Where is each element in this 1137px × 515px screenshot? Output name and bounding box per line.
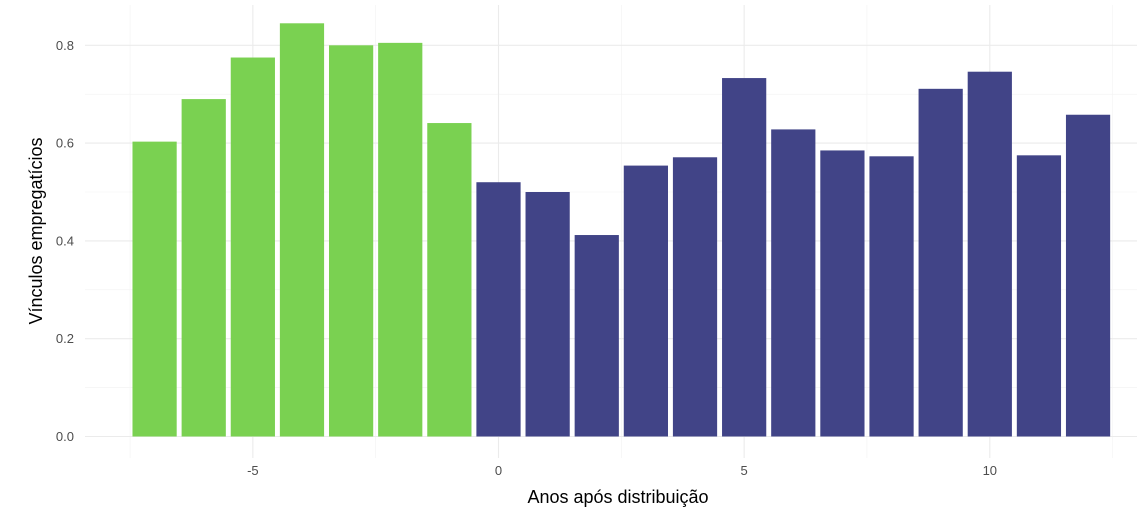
bar-before (427, 123, 472, 437)
y-tick-label: 0.8 (56, 38, 74, 53)
bar-after (967, 71, 1012, 437)
bar-after (918, 88, 963, 437)
x-axis-ticks: -5 0 5 10 (247, 463, 997, 478)
x-tick-label: 5 (741, 463, 748, 478)
y-tick-label: 0.0 (56, 429, 74, 444)
bar-after (1016, 155, 1062, 437)
bar-before (279, 23, 325, 437)
bars (132, 23, 1111, 437)
bar-after (623, 165, 668, 437)
x-tick-label: -5 (247, 463, 259, 478)
y-tick-label: 0.6 (56, 136, 74, 151)
bar-after (672, 157, 718, 437)
y-tick-label: 0.4 (56, 233, 74, 248)
bar-after (476, 182, 521, 437)
bar-after (722, 78, 767, 437)
bar-before (132, 141, 177, 437)
bar-after (1065, 114, 1111, 437)
bar-before (329, 45, 374, 437)
x-axis-title: Anos após distribuição (527, 487, 708, 507)
bar-after (771, 129, 816, 437)
y-tick-label: 0.2 (56, 331, 74, 346)
bar-before (230, 57, 275, 437)
x-tick-label: 10 (983, 463, 997, 478)
x-tick-label: 0 (495, 463, 502, 478)
bar-before (378, 42, 423, 437)
bar-after (574, 235, 619, 437)
y-axis-title: Vínculos empregatícios (26, 137, 46, 324)
bar-before (181, 99, 226, 437)
bar-after (525, 192, 570, 437)
bar-after (869, 156, 914, 437)
y-axis-ticks: 0.0 0.2 0.4 0.6 0.8 (56, 38, 74, 444)
bar-after (820, 150, 865, 437)
